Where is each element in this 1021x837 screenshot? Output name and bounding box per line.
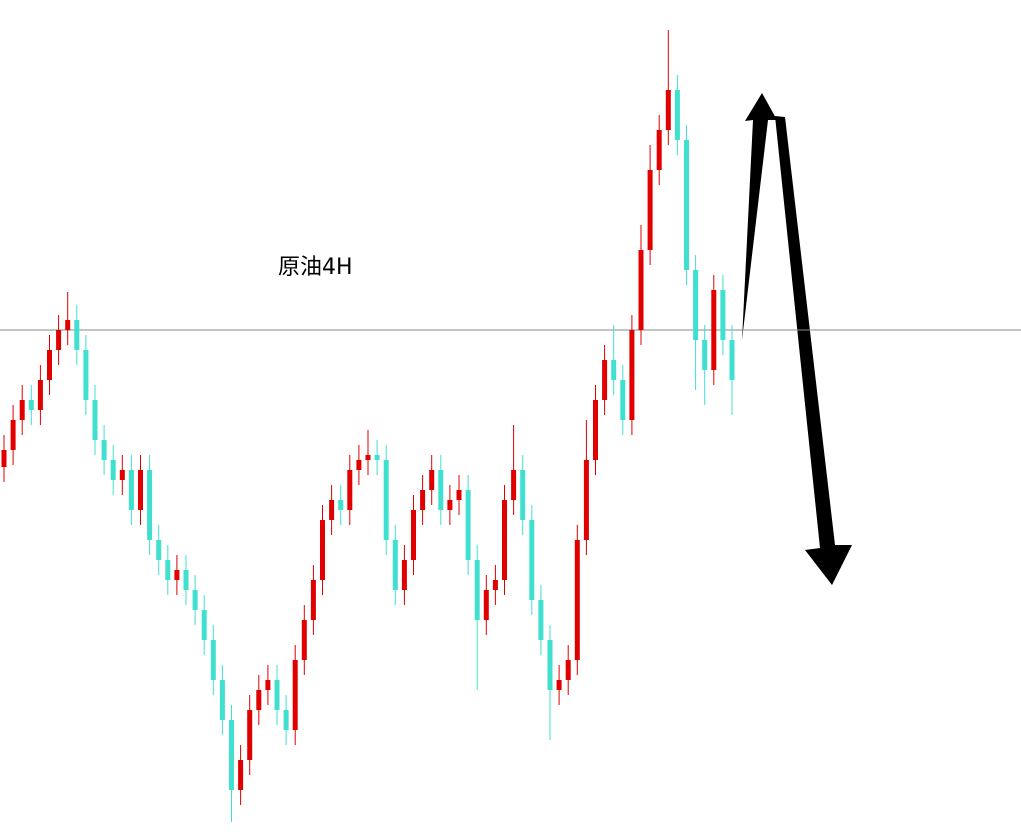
candle-body bbox=[638, 250, 644, 330]
candle-body bbox=[556, 680, 562, 690]
candle-body bbox=[83, 350, 89, 400]
candle-body bbox=[1, 450, 7, 467]
candle-body bbox=[674, 90, 680, 140]
candle-body bbox=[265, 680, 271, 690]
candle-body bbox=[28, 400, 34, 410]
candle-body bbox=[684, 140, 689, 270]
candle-body bbox=[283, 710, 289, 730]
candle-body bbox=[37, 380, 43, 410]
up-arrow bbox=[742, 93, 777, 340]
candle-body bbox=[47, 350, 52, 380]
candle-body bbox=[119, 470, 125, 480]
candle-body bbox=[420, 490, 426, 510]
candle-body bbox=[465, 490, 471, 560]
candle-body bbox=[292, 660, 298, 730]
candle-body bbox=[492, 580, 498, 590]
candle-body bbox=[301, 620, 307, 660]
candle-body bbox=[65, 320, 71, 330]
candle-body bbox=[174, 570, 180, 580]
chart-title: 原油4H bbox=[278, 255, 353, 280]
candle-body bbox=[19, 400, 25, 420]
candle-body bbox=[374, 455, 380, 460]
candle-body bbox=[274, 680, 280, 710]
candle-body bbox=[101, 440, 107, 460]
candle-body bbox=[502, 500, 507, 580]
candle-body bbox=[356, 460, 362, 470]
candle-body bbox=[547, 640, 553, 690]
candle-body bbox=[665, 90, 671, 130]
candle-body bbox=[219, 680, 225, 720]
candle-body bbox=[128, 470, 134, 510]
candle-body bbox=[429, 470, 435, 490]
candle-body bbox=[729, 340, 735, 380]
candle-body bbox=[593, 400, 598, 460]
candle-body bbox=[329, 500, 335, 520]
candle-body bbox=[411, 510, 416, 560]
candle-body bbox=[702, 340, 708, 370]
candle-body bbox=[147, 470, 153, 540]
candle-body bbox=[620, 380, 626, 420]
candle-body bbox=[156, 540, 162, 560]
candle-body bbox=[247, 710, 253, 760]
candle-body bbox=[56, 330, 62, 350]
candle-body bbox=[347, 470, 353, 510]
candle-body bbox=[256, 690, 262, 710]
candle-body bbox=[602, 360, 608, 400]
candle-body bbox=[583, 460, 589, 540]
candle-body bbox=[401, 560, 407, 590]
candle-body bbox=[392, 540, 398, 590]
candle-body bbox=[138, 470, 143, 510]
candle-body bbox=[201, 610, 207, 640]
candle-body bbox=[238, 760, 244, 790]
candle-body bbox=[338, 500, 344, 510]
candle-body bbox=[483, 590, 489, 620]
candle-body bbox=[92, 400, 98, 440]
candle-body bbox=[192, 590, 198, 610]
candle-body bbox=[74, 320, 80, 350]
candle-body bbox=[529, 520, 535, 600]
candle-body bbox=[310, 580, 316, 620]
candle-body bbox=[110, 460, 116, 480]
candle-body bbox=[447, 500, 453, 510]
candle-body bbox=[711, 290, 717, 370]
candle-body bbox=[693, 270, 699, 340]
candle-body bbox=[538, 600, 544, 640]
candle-body bbox=[656, 130, 662, 170]
down-arrow bbox=[775, 116, 852, 585]
candle-body bbox=[474, 560, 480, 620]
candle-body bbox=[365, 455, 371, 460]
candle-body bbox=[720, 290, 726, 340]
candle-body bbox=[520, 470, 526, 520]
candle-body bbox=[210, 640, 216, 680]
candle-body bbox=[629, 330, 635, 420]
candle-body bbox=[229, 720, 234, 790]
candle-body bbox=[383, 460, 389, 540]
candle-body bbox=[438, 470, 444, 510]
candle-body bbox=[565, 660, 571, 680]
candle-body bbox=[10, 420, 16, 450]
candle-body bbox=[183, 570, 189, 590]
candle-body bbox=[456, 490, 462, 500]
candle-body bbox=[574, 540, 580, 660]
candle-body bbox=[320, 520, 325, 580]
candle-body bbox=[165, 560, 171, 580]
candle-body bbox=[647, 170, 653, 250]
candle-body bbox=[511, 470, 517, 500]
candle-body bbox=[611, 360, 617, 380]
